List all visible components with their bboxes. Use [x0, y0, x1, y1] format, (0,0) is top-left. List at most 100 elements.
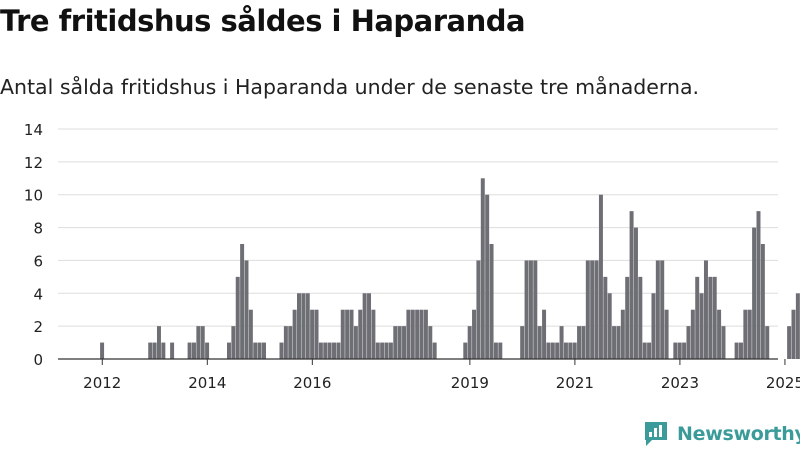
- bar: [314, 309, 319, 359]
- bar: [393, 326, 398, 359]
- y-tick-label: 12: [24, 154, 43, 172]
- x-tick-label: 2016: [293, 374, 331, 392]
- bar: [629, 211, 634, 359]
- bar: [655, 260, 660, 359]
- bar: [616, 326, 621, 359]
- bar: [638, 276, 643, 359]
- bar: [642, 342, 647, 359]
- bar: [765, 326, 770, 359]
- bar: [677, 342, 682, 359]
- bar: [358, 309, 363, 359]
- bar: [537, 326, 542, 359]
- bar: [498, 342, 503, 359]
- bar: [262, 342, 266, 359]
- bar: [235, 276, 240, 359]
- bar: [528, 260, 533, 359]
- x-tick-label: 2021: [556, 374, 594, 392]
- bar: [318, 342, 323, 359]
- bar: [279, 342, 284, 359]
- bar: [480, 178, 485, 359]
- bar: [257, 342, 262, 359]
- newsworthy-logo-text: Newsworthy: [677, 423, 800, 445]
- y-tick-label: 6: [33, 252, 43, 270]
- bar: [463, 342, 468, 359]
- bar: [187, 342, 192, 359]
- bar: [699, 293, 704, 359]
- bar: [546, 342, 551, 359]
- bar: [100, 342, 105, 359]
- bar: [362, 293, 367, 359]
- bar: [419, 309, 424, 359]
- bar: [717, 309, 722, 359]
- bar: [660, 260, 665, 359]
- bar: [485, 194, 490, 359]
- bar: [572, 342, 577, 359]
- bar: [581, 326, 586, 359]
- bar: [476, 260, 481, 359]
- y-tick-label: 10: [24, 187, 43, 205]
- bar: [297, 293, 301, 359]
- bar: [721, 326, 726, 359]
- bar: [686, 326, 691, 359]
- bar: [577, 326, 582, 359]
- bar: [327, 342, 332, 359]
- bar: [760, 244, 765, 359]
- bar: [301, 293, 306, 359]
- bar: [467, 326, 472, 359]
- bar: [371, 309, 376, 359]
- bar: [226, 342, 231, 359]
- bar: [563, 342, 568, 359]
- bar: [791, 309, 796, 359]
- bar: [633, 227, 638, 359]
- bar: [708, 276, 713, 359]
- chart-subtitle: Antal sålda fritidshus i Haparanda under…: [0, 75, 700, 99]
- bar: [493, 342, 498, 359]
- bar: [415, 309, 420, 359]
- bar: [152, 342, 157, 359]
- y-tick-label: 8: [33, 220, 43, 238]
- bar: [305, 293, 310, 359]
- bar: [598, 194, 603, 359]
- bar: [550, 342, 555, 359]
- bar: [336, 342, 341, 359]
- x-tick-label: 2025: [766, 374, 800, 392]
- bar: [594, 260, 599, 359]
- bar: [248, 309, 253, 359]
- bar: [388, 342, 393, 359]
- bar: [555, 342, 560, 359]
- x-tick-label: 2023: [661, 374, 699, 392]
- bar: [292, 309, 297, 359]
- bar: [533, 260, 538, 359]
- bar: [148, 342, 153, 359]
- bar: [612, 326, 617, 359]
- bar: [432, 342, 437, 359]
- y-tick-label: 4: [33, 285, 43, 303]
- bar: [585, 260, 590, 359]
- bar: [590, 260, 595, 359]
- y-tick-label: 14: [24, 121, 43, 139]
- bar: [191, 342, 196, 359]
- bar: [747, 309, 752, 359]
- bar: [402, 326, 407, 359]
- bar: [283, 326, 288, 359]
- bar: [353, 326, 358, 359]
- bar: [323, 342, 328, 359]
- bar: [406, 309, 411, 359]
- bar: [332, 342, 336, 359]
- x-tick-label: 2014: [188, 374, 226, 392]
- y-tick-label: 0: [33, 351, 43, 369]
- bar: [752, 227, 757, 359]
- bar: [196, 326, 201, 359]
- bar: [673, 342, 678, 359]
- bar: [240, 244, 245, 359]
- bar: [625, 276, 630, 359]
- bar: [380, 342, 385, 359]
- bar: [200, 326, 205, 359]
- bar: [620, 309, 625, 359]
- bar: [472, 309, 477, 359]
- newsworthy-logo: Newsworthy: [643, 419, 800, 449]
- bar: [559, 326, 564, 359]
- x-tick-label: 2019: [451, 374, 489, 392]
- bar: [651, 293, 656, 359]
- bar: [690, 309, 695, 359]
